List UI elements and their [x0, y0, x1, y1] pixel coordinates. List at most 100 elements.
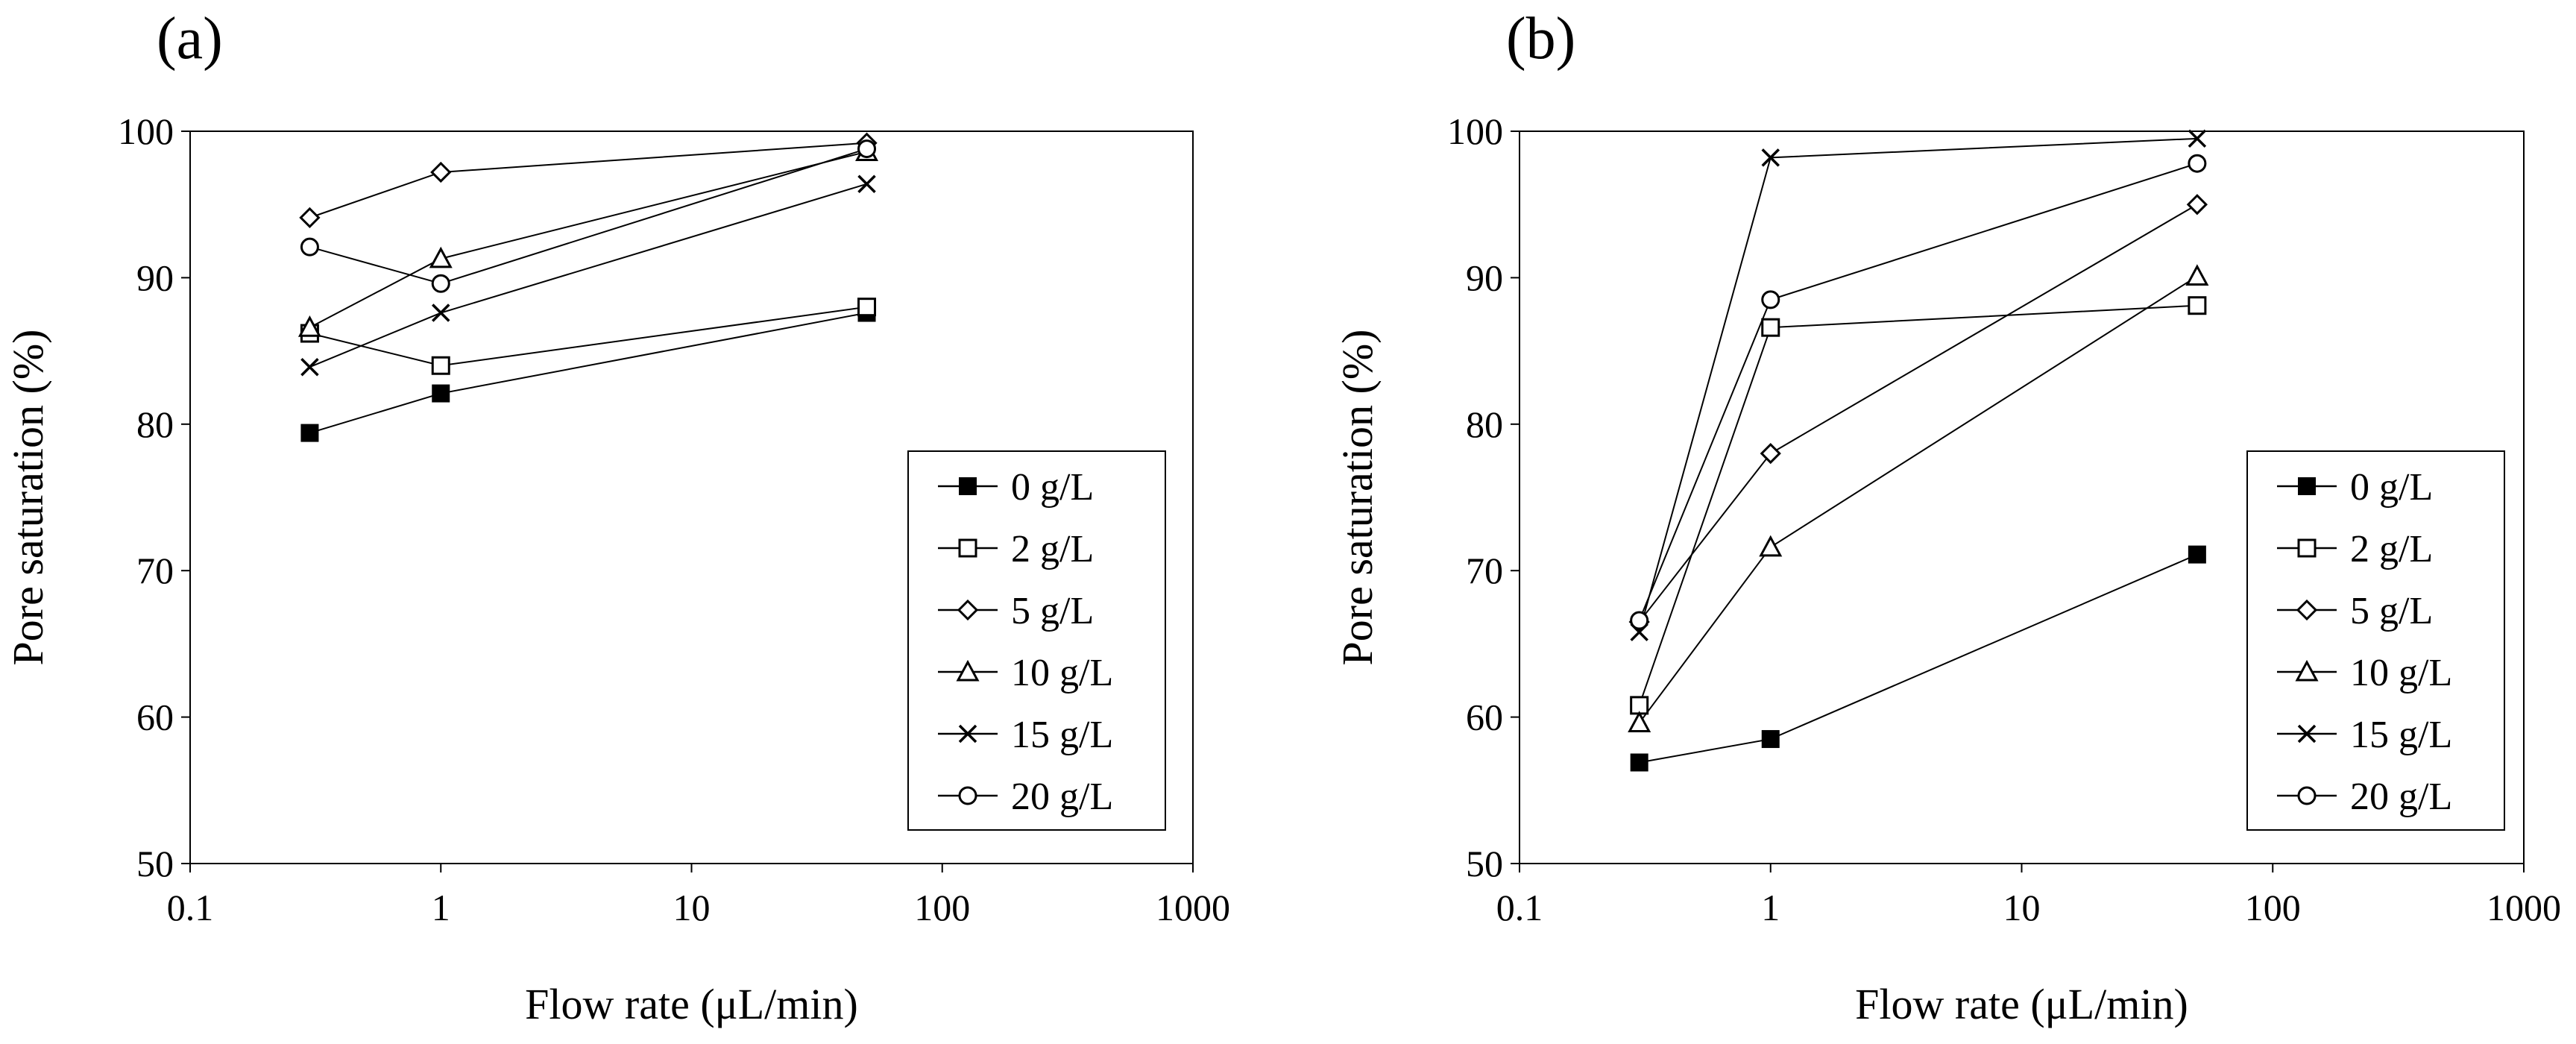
- marker-stroke: [1761, 148, 1780, 167]
- marker-stroke: [857, 174, 876, 193]
- data-point: [857, 298, 877, 317]
- y-tick-label: 50: [1466, 843, 1503, 884]
- series-line: [1638, 304, 2197, 706]
- data-point: [430, 161, 452, 183]
- y-tick-label: 60: [136, 696, 174, 738]
- marker-stroke: [2188, 129, 2207, 148]
- legend-item: 2 g/L: [938, 528, 1094, 570]
- legend-label: 2 g/L: [2350, 528, 2433, 570]
- legend-label: 5 g/L: [2350, 590, 2433, 632]
- data-point: [2188, 296, 2207, 315]
- legend-label: 5 g/L: [1011, 590, 1094, 632]
- legend-item: 15 g/L: [2277, 714, 2452, 756]
- legend-marker: [2296, 599, 2318, 621]
- legend-item: 5 g/L: [2277, 590, 2433, 632]
- series-line: [309, 183, 867, 368]
- data-point: [431, 356, 450, 375]
- series-line: [1638, 275, 2198, 724]
- series-10-g-l: [297, 139, 879, 337]
- series-line: [1638, 137, 2197, 632]
- data-point: [431, 274, 450, 293]
- legend-item: 10 g/L: [938, 652, 1113, 694]
- legend-box: [907, 450, 1166, 831]
- data-point: [2188, 154, 2207, 173]
- data-point: [1628, 711, 1651, 733]
- legend-item: 20 g/L: [2277, 776, 2452, 818]
- series-line: [309, 148, 867, 285]
- series-2-g-l: [300, 298, 877, 375]
- legend-item: 15 g/L: [938, 714, 1113, 756]
- y-axis-title: Pore saturation (%): [1333, 330, 1382, 666]
- legend-marker: [957, 599, 979, 621]
- legend-marker: [2297, 786, 2317, 805]
- y-tick-label: 90: [1466, 257, 1503, 298]
- series-20-g-l: [1630, 154, 2207, 630]
- data-point: [1759, 535, 1783, 557]
- data-point: [1630, 611, 1649, 630]
- chart-panel-b: (b) 50 60 70 80 90 100 0.1 1 10 100 1000 Flow rate (…: [1333, 6, 2561, 1028]
- x-tick-label: 0.1: [1496, 887, 1543, 928]
- series-20-g-l: [300, 139, 877, 293]
- series-line: [309, 151, 867, 329]
- legend-label: 15 g/L: [1011, 714, 1113, 756]
- data-point: [297, 315, 321, 337]
- data-point: [432, 304, 450, 322]
- legend-marker: [958, 786, 977, 805]
- data-point: [1760, 442, 1781, 465]
- series-line: [309, 306, 867, 367]
- legend-marker: [959, 477, 977, 495]
- data-point: [1761, 730, 1780, 749]
- data-point: [1761, 318, 1780, 337]
- y-tick-label: 70: [1466, 550, 1503, 591]
- x-tick-label: 100: [914, 887, 970, 928]
- data-point: [429, 246, 453, 268]
- legend-item: 0 g/L: [938, 466, 1094, 509]
- x-tick-label: 1000: [2487, 887, 2561, 928]
- series-line: [309, 312, 867, 434]
- data-point: [300, 424, 319, 442]
- x-tick-label: 10: [2003, 887, 2041, 928]
- y-tick-label: 100: [1447, 110, 1503, 152]
- legend-label: 0 g/L: [2350, 466, 2433, 509]
- y-tick-label: 70: [136, 550, 174, 591]
- legend-box: [2246, 450, 2505, 831]
- y-tick-label: 80: [136, 403, 174, 445]
- panel-label: (a): [157, 6, 223, 72]
- legend-marker: [956, 659, 980, 682]
- marker-stroke: [958, 724, 977, 743]
- data-point: [2185, 264, 2209, 286]
- marker-stroke: [2297, 724, 2317, 743]
- legend-label: 10 g/L: [1011, 652, 1113, 694]
- data-point: [2186, 194, 2208, 216]
- marker-stroke: [300, 357, 319, 377]
- data-point: [300, 237, 319, 257]
- y-tick-label: 50: [136, 843, 174, 884]
- y-tick-label: 80: [1466, 403, 1503, 445]
- y-tick-label: 60: [1466, 696, 1503, 738]
- data-point: [1761, 148, 1780, 167]
- series-2-g-l: [1630, 296, 2207, 715]
- data-point: [2188, 545, 2206, 564]
- data-point: [857, 139, 877, 159]
- legend-label: 15 g/L: [2350, 714, 2452, 756]
- legend-marker: [2297, 724, 2317, 743]
- x-tick-label: 10: [673, 887, 711, 928]
- data-point: [300, 357, 319, 377]
- x-tick-label: 100: [2245, 887, 2301, 928]
- data-point: [1761, 290, 1780, 309]
- legend-marker: [2295, 659, 2319, 682]
- legend-marker: [958, 538, 977, 558]
- series-0-g-l: [300, 304, 876, 442]
- y-axis-title: Pore saturation (%): [4, 330, 52, 666]
- marker-stroke: [432, 304, 450, 322]
- panel-label: (b): [1506, 6, 1575, 72]
- data-point: [432, 384, 450, 403]
- legend: 0 g/L 2 g/L 5 g/L 10 g/L 15 g/L 20 g/L: [2246, 450, 2505, 831]
- x-tick-label: 1: [432, 887, 450, 928]
- legend-item: 20 g/L: [938, 776, 1113, 818]
- series-0-g-l: [1630, 545, 2206, 772]
- data-point: [1630, 753, 1648, 772]
- series-line: [1639, 553, 2198, 764]
- y-tick-label: 100: [118, 110, 174, 152]
- legend-label: 20 g/L: [2350, 776, 2452, 818]
